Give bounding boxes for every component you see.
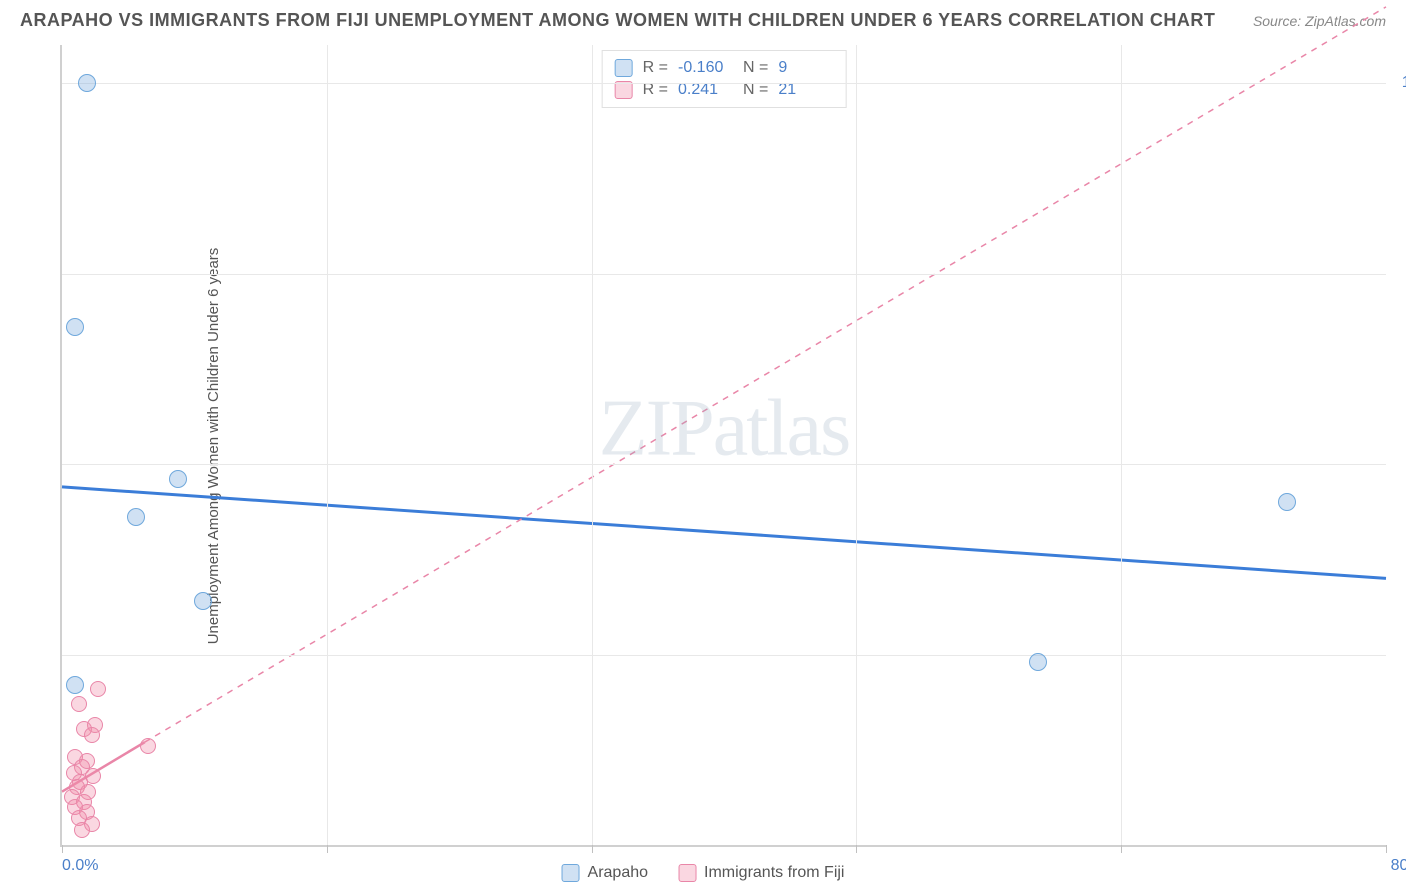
gridline-h bbox=[62, 655, 1386, 656]
data-point bbox=[66, 676, 84, 694]
trend-lines bbox=[62, 45, 1386, 845]
gridline-h bbox=[62, 274, 1386, 275]
data-point bbox=[1029, 653, 1047, 671]
x-tick-mark bbox=[62, 845, 63, 853]
y-tick-label: 75.0% bbox=[1396, 265, 1406, 283]
data-point bbox=[194, 592, 212, 610]
swatch-blue bbox=[562, 864, 580, 882]
chart-title: ARAPAHO VS IMMIGRANTS FROM FIJI UNEMPLOY… bbox=[20, 10, 1215, 31]
gridline-v bbox=[1121, 45, 1122, 845]
x-tick-mark bbox=[327, 845, 328, 853]
y-tick-label: 25.0% bbox=[1396, 646, 1406, 664]
y-tick-label: 50.0% bbox=[1396, 455, 1406, 473]
x-tick-mark bbox=[592, 845, 593, 853]
x-tick-label: 80.0% bbox=[1391, 857, 1406, 875]
x-tick-label: 0.0% bbox=[62, 857, 98, 875]
data-point bbox=[84, 727, 100, 743]
data-point bbox=[90, 681, 106, 697]
legend-item-arapaho: Arapaho bbox=[562, 864, 649, 882]
gridline-v bbox=[327, 45, 328, 845]
swatch-blue bbox=[615, 59, 633, 77]
x-tick-mark bbox=[1386, 845, 1387, 853]
gridline-h bbox=[62, 464, 1386, 465]
gridline-v bbox=[856, 45, 857, 845]
chart-header: ARAPAHO VS IMMIGRANTS FROM FIJI UNEMPLOY… bbox=[20, 10, 1386, 31]
x-tick-mark bbox=[856, 845, 857, 853]
data-point bbox=[78, 74, 96, 92]
data-point bbox=[169, 470, 187, 488]
chart-source: Source: ZipAtlas.com bbox=[1253, 13, 1386, 29]
swatch-pink bbox=[678, 864, 696, 882]
data-point bbox=[1278, 493, 1296, 511]
x-tick-mark bbox=[1121, 845, 1122, 853]
correlation-legend: R = -0.160 N = 9 R = 0.241 N = 21 bbox=[602, 50, 847, 108]
gridline-h bbox=[62, 83, 1386, 84]
gridline-v bbox=[592, 45, 593, 845]
data-point bbox=[71, 696, 87, 712]
scatter-chart: ZIPatlas R = -0.160 N = 9 R = 0.241 N = … bbox=[60, 45, 1386, 847]
series-legend: Arapaho Immigrants from Fiji bbox=[562, 864, 845, 882]
y-tick-label: 100.0% bbox=[1396, 74, 1406, 92]
legend-row-arapaho: R = -0.160 N = 9 bbox=[615, 57, 834, 79]
data-point bbox=[66, 318, 84, 336]
data-point bbox=[140, 738, 156, 754]
data-point bbox=[127, 508, 145, 526]
data-point bbox=[74, 822, 90, 838]
legend-item-fiji: Immigrants from Fiji bbox=[678, 864, 844, 882]
trend-line bbox=[145, 7, 1386, 742]
trend-line bbox=[62, 487, 1386, 578]
